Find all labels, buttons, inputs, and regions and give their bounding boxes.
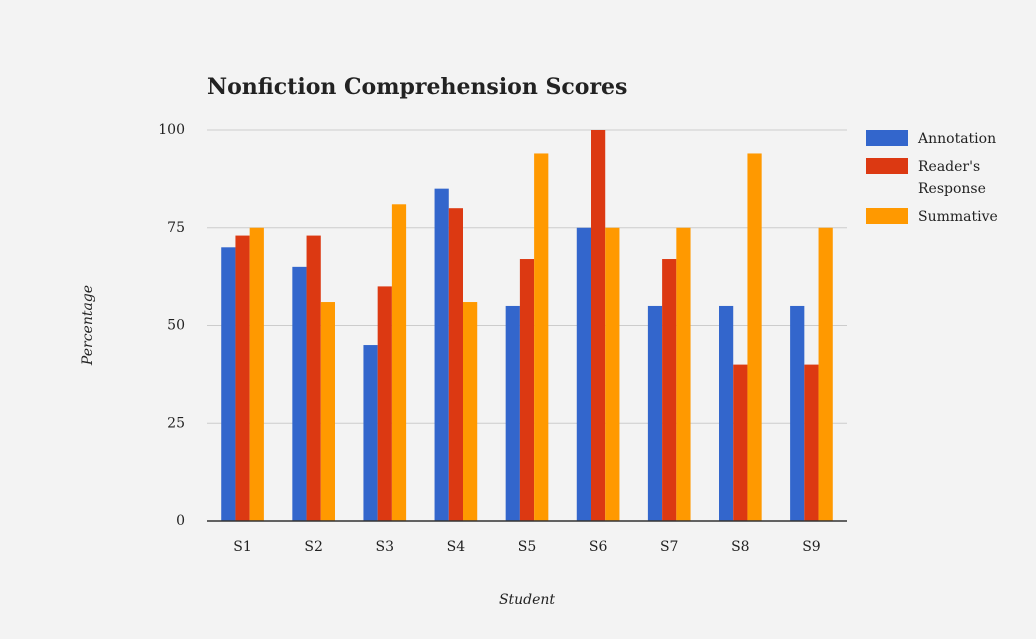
bar <box>249 227 264 521</box>
x-tick-label: S5 <box>518 539 537 555</box>
y-tick-label: 0 <box>176 513 185 529</box>
legend-label: Annotation <box>918 131 997 147</box>
bar <box>221 247 236 522</box>
x-tick-label: S7 <box>660 539 679 555</box>
bar <box>818 227 833 521</box>
bar <box>292 266 307 521</box>
legend-swatch <box>866 130 908 146</box>
x-tick-label: S9 <box>802 539 821 555</box>
y-axis-label: Percentage <box>80 285 96 366</box>
legend-label: Summative <box>918 209 998 225</box>
bar <box>434 188 449 521</box>
legend-entry: Annotation <box>866 128 1036 150</box>
y-tick-label: 50 <box>167 318 185 334</box>
bar <box>719 305 734 521</box>
legend: Annotation Reader's Response Summative <box>866 128 1036 234</box>
x-tick-label: S4 <box>447 539 466 555</box>
bar <box>363 345 378 521</box>
legend-entry: Reader's Response <box>866 156 1036 200</box>
bar <box>306 235 321 521</box>
bar <box>647 305 663 521</box>
legend-swatch <box>866 208 908 224</box>
x-tick-label: S1 <box>233 539 252 555</box>
bar <box>591 130 606 521</box>
y-tick-label: 100 <box>158 122 185 138</box>
bar <box>377 286 392 521</box>
bar <box>676 227 691 521</box>
y-tick-label: 25 <box>167 415 185 431</box>
x-tick-label: S2 <box>304 539 323 555</box>
legend-swatch <box>866 158 908 174</box>
bar <box>790 305 805 521</box>
y-tick-label: 75 <box>167 220 185 236</box>
bar <box>605 227 620 521</box>
bar <box>391 204 407 522</box>
bar <box>235 235 250 521</box>
bar <box>747 153 762 521</box>
x-tick-label: S3 <box>376 539 395 555</box>
chart-title: Nonfiction Comprehension Scores <box>207 74 627 100</box>
bar <box>804 364 819 521</box>
bar <box>505 305 520 521</box>
bar <box>519 259 535 521</box>
x-tick-label: S8 <box>731 539 750 555</box>
bar <box>448 208 463 521</box>
x-axis-label: Student <box>499 592 555 608</box>
bar <box>576 227 591 521</box>
bar <box>463 302 478 521</box>
bar <box>733 364 748 521</box>
bar <box>662 259 677 521</box>
x-tick-label: S6 <box>589 539 608 555</box>
legend-entry: Summative <box>866 206 1036 228</box>
bar <box>320 302 335 521</box>
legend-label: Reader's Response <box>918 159 986 197</box>
bar <box>534 153 549 521</box>
